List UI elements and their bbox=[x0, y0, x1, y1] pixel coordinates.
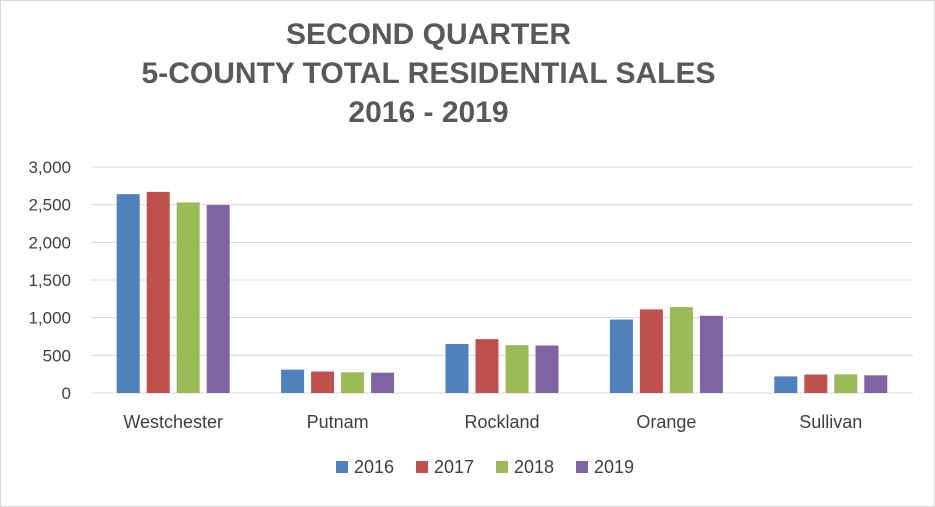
bar-2019-orange bbox=[699, 315, 723, 393]
chart-title-line-3: 2016 - 2019 bbox=[348, 96, 509, 129]
legend-label-2018: 2018 bbox=[514, 457, 554, 477]
bar-2016-putnam bbox=[281, 369, 305, 393]
bar-2016-rockland bbox=[445, 344, 469, 393]
y-tick-label: 2,500 bbox=[28, 196, 71, 215]
chart-title-line-1: SECOND QUARTER bbox=[285, 18, 571, 51]
x-category-label: Sullivan bbox=[799, 412, 862, 432]
x-category-label: Putnam bbox=[307, 412, 369, 432]
bar-2016-westchester bbox=[116, 194, 140, 393]
bar-2018-putnam bbox=[341, 372, 365, 393]
bar-2019-westchester bbox=[206, 205, 230, 393]
legend-swatch-2018 bbox=[496, 461, 508, 473]
legend-label-2019: 2019 bbox=[594, 457, 634, 477]
legend-label-2017: 2017 bbox=[434, 457, 474, 477]
bar-2016-orange bbox=[609, 319, 633, 393]
x-category-label: Westchester bbox=[123, 412, 223, 432]
y-tick-label: 500 bbox=[43, 346, 71, 365]
legend-swatch-2017 bbox=[416, 461, 428, 473]
legend-swatch-2016 bbox=[336, 461, 348, 473]
x-category-label: Rockland bbox=[464, 412, 539, 432]
bar-2018-orange bbox=[669, 307, 693, 393]
bar-2017-rockland bbox=[475, 339, 499, 393]
legend-swatch-2019 bbox=[576, 461, 588, 473]
bar-2019-rockland bbox=[535, 345, 559, 393]
y-tick-label: 1,000 bbox=[28, 309, 71, 328]
bar-2016-sullivan bbox=[774, 376, 798, 393]
y-tick-label: 0 bbox=[62, 384, 71, 403]
bar-2017-putnam bbox=[311, 371, 335, 393]
bar-2018-rockland bbox=[505, 345, 529, 393]
bar-2017-sullivan bbox=[804, 374, 828, 393]
y-tick-label: 2,000 bbox=[28, 233, 71, 252]
bar-2018-westchester bbox=[176, 202, 200, 393]
bar-2017-westchester bbox=[146, 191, 170, 393]
x-category-label: Orange bbox=[636, 412, 696, 432]
chart-title-line-2: 5-COUNTY TOTAL RESIDENTIAL SALES bbox=[141, 57, 716, 90]
bar-2019-sullivan bbox=[864, 375, 888, 393]
bar-2018-sullivan bbox=[834, 374, 858, 393]
bar-2019-putnam bbox=[371, 372, 395, 393]
bar-2017-orange bbox=[639, 309, 663, 393]
legend-label-2016: 2016 bbox=[354, 457, 394, 477]
y-tick-label: 1,500 bbox=[28, 271, 71, 290]
y-tick-label: 3,000 bbox=[28, 158, 71, 177]
